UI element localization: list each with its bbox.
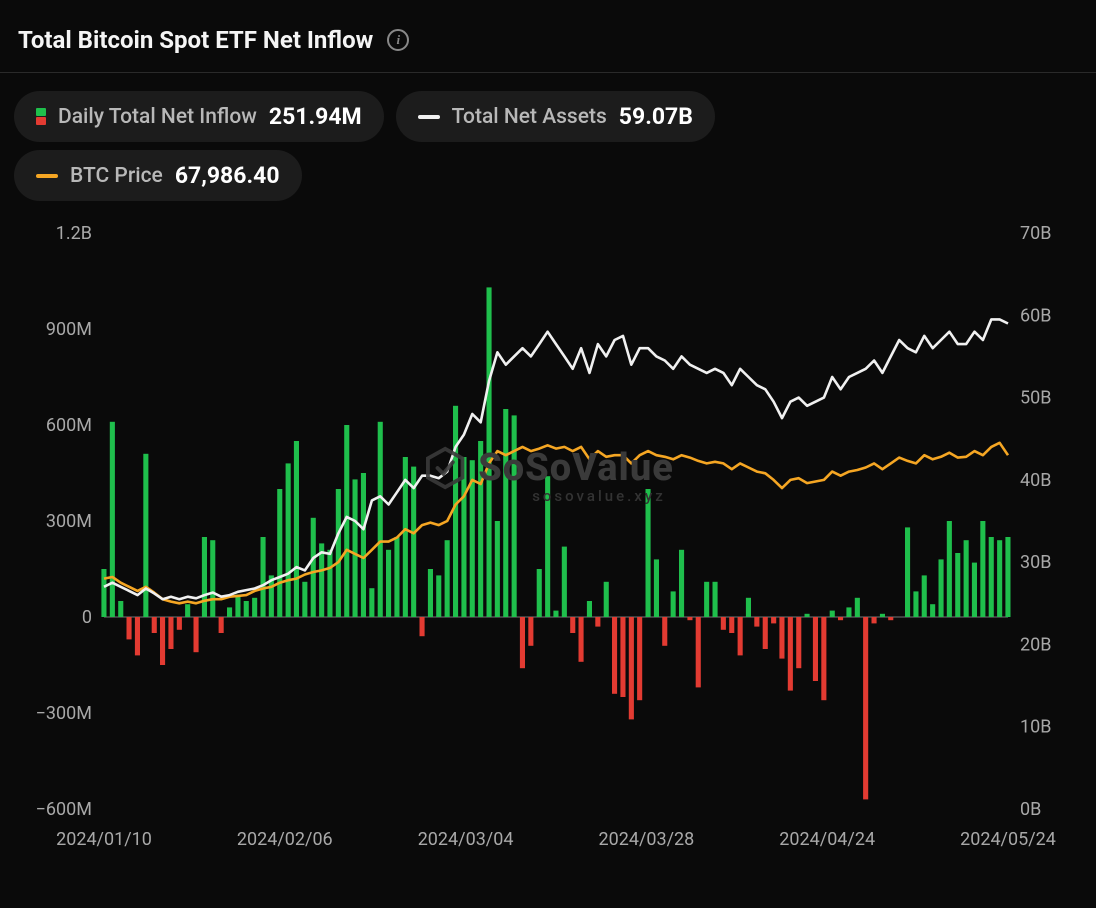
svg-text:0B: 0B: [1020, 799, 1041, 820]
legend-price[interactable]: BTC Price 67,986.40: [14, 150, 302, 201]
legend-price-label: BTC Price: [70, 164, 163, 188]
svg-text:70B: 70B: [1020, 223, 1051, 244]
svg-text:2024/03/28: 2024/03/28: [599, 829, 695, 850]
info-icon[interactable]: i: [387, 29, 409, 51]
line-swatch-icon: [36, 174, 58, 178]
line-swatch-icon: [418, 115, 440, 119]
legend-assets-label: Total Net Assets: [452, 105, 607, 129]
legend-inflow-label: Daily Total Net Inflow: [58, 105, 257, 129]
svg-text:2024/02/06: 2024/02/06: [237, 829, 333, 850]
svg-text:300M: 300M: [46, 511, 92, 532]
svg-text:−600M: −600M: [36, 799, 92, 820]
chart-svg: −600M −300M 0 300M 600M 900M 1.2B 0B 10B 20B 30B 40…: [0, 217, 1096, 857]
svg-text:2024/03/04: 2024/03/04: [418, 829, 514, 850]
svg-text:600M: 600M: [46, 415, 92, 436]
svg-text:50B: 50B: [1020, 388, 1051, 409]
svg-text:60B: 60B: [1020, 305, 1051, 326]
chart-title: Total Bitcoin Spot ETF Net Inflow: [18, 26, 373, 54]
legend-row: Daily Total Net Inflow 251.94M Total Net…: [0, 73, 1096, 148]
legend-row-2: BTC Price 67,986.40: [0, 148, 1096, 207]
svg-text:900M: 900M: [46, 319, 92, 340]
svg-text:20B: 20B: [1020, 634, 1051, 655]
legend-inflow[interactable]: Daily Total Net Inflow 251.94M: [14, 91, 384, 142]
svg-text:2024/05/24: 2024/05/24: [960, 829, 1056, 850]
bar-swatch-icon: [36, 108, 46, 125]
svg-text:10B: 10B: [1020, 717, 1051, 738]
svg-text:−300M: −300M: [36, 703, 92, 724]
svg-text:2024/01/10: 2024/01/10: [56, 829, 152, 850]
chart-area: −600M −300M 0 300M 600M 900M 1.2B 0B 10B 20B 30B 40…: [0, 217, 1096, 877]
legend-assets[interactable]: Total Net Assets 59.07B: [396, 91, 715, 142]
legend-price-value: 67,986.40: [175, 162, 280, 189]
svg-text:2024/04/24: 2024/04/24: [779, 829, 875, 850]
legend-inflow-value: 251.94M: [269, 103, 362, 130]
chart-header: Total Bitcoin Spot ETF Net Inflow i: [0, 0, 1096, 73]
svg-text:0: 0: [82, 607, 92, 628]
svg-text:30B: 30B: [1020, 552, 1051, 573]
svg-text:40B: 40B: [1020, 470, 1051, 491]
svg-text:1.2B: 1.2B: [56, 223, 92, 244]
legend-assets-value: 59.07B: [619, 103, 693, 130]
